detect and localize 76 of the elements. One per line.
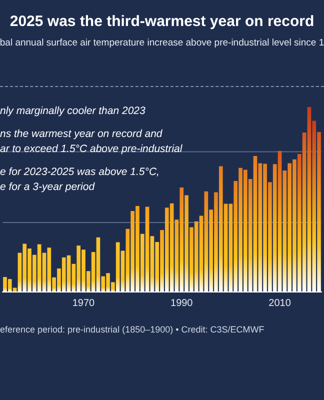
bar [8,279,12,292]
bar [126,228,130,292]
bar [204,191,208,292]
bar [111,282,115,292]
bar [184,195,188,292]
bar [37,244,42,292]
chart-title: 2025 was the third-warmest year on record [10,13,314,30]
bar [272,164,277,292]
bar [307,107,312,292]
bar [297,154,302,292]
annotation: ns the warmest year on record and [0,128,164,140]
bar [248,178,252,292]
bar [234,181,238,292]
annotation: e for a 3-year period [0,180,96,193]
x-tick-label: 2010 [268,298,292,309]
bar [150,236,154,292]
bar [116,242,120,292]
bar [3,277,7,292]
bar [268,182,272,292]
bar [244,170,248,292]
bar [199,216,204,292]
bar [42,252,46,292]
bar [190,227,194,292]
bar [66,255,71,292]
bar [62,257,66,292]
bar [160,230,164,292]
bar [57,268,61,292]
bar [228,204,233,292]
bar [86,271,90,292]
bar [218,166,223,292]
bar [120,250,125,292]
bar [28,248,32,292]
bar [214,192,218,292]
bar [224,204,228,292]
bar [258,163,262,292]
annotation: ar to exceed 1.5°C above pre-industrial [0,142,183,155]
bar [22,244,27,292]
bar [18,252,22,292]
bar [292,159,296,292]
bar [52,277,56,292]
bar [12,288,17,292]
bar [174,220,179,292]
bar [140,234,144,292]
text: eference period: pre-industrial (1850–1900) • Credit: C3S/ECMWF [0,324,265,334]
bar [194,221,198,292]
x-tick-label: 1990 [170,298,194,309]
annotation: nly marginally cooler than 2023 [0,104,146,117]
x-tick-label: 1970 [72,298,96,309]
bar [253,156,258,292]
bar [47,248,52,292]
bar [130,210,134,292]
chart-subtitle: bal annual surface air temperature increase above pre-industrial level since 1 [0,38,324,49]
bar [101,276,106,292]
bar [82,250,86,292]
bar [155,242,160,292]
bar [312,120,316,292]
bar [72,264,76,292]
bar [209,210,213,292]
bar [76,246,80,292]
annotation: e for 2023-2025 was above 1.5°C, [0,166,160,178]
bar [288,163,292,292]
bar [164,208,169,292]
bar [96,237,100,292]
bar [302,132,306,292]
bar [278,150,282,292]
bar [91,252,96,292]
bar [317,132,321,292]
bar [282,170,287,292]
bar [145,206,150,292]
bar [238,168,242,292]
bar [136,206,140,292]
bar [180,187,184,292]
bar [106,273,110,292]
bar [170,203,174,292]
bar [263,164,267,292]
bar [32,254,36,292]
